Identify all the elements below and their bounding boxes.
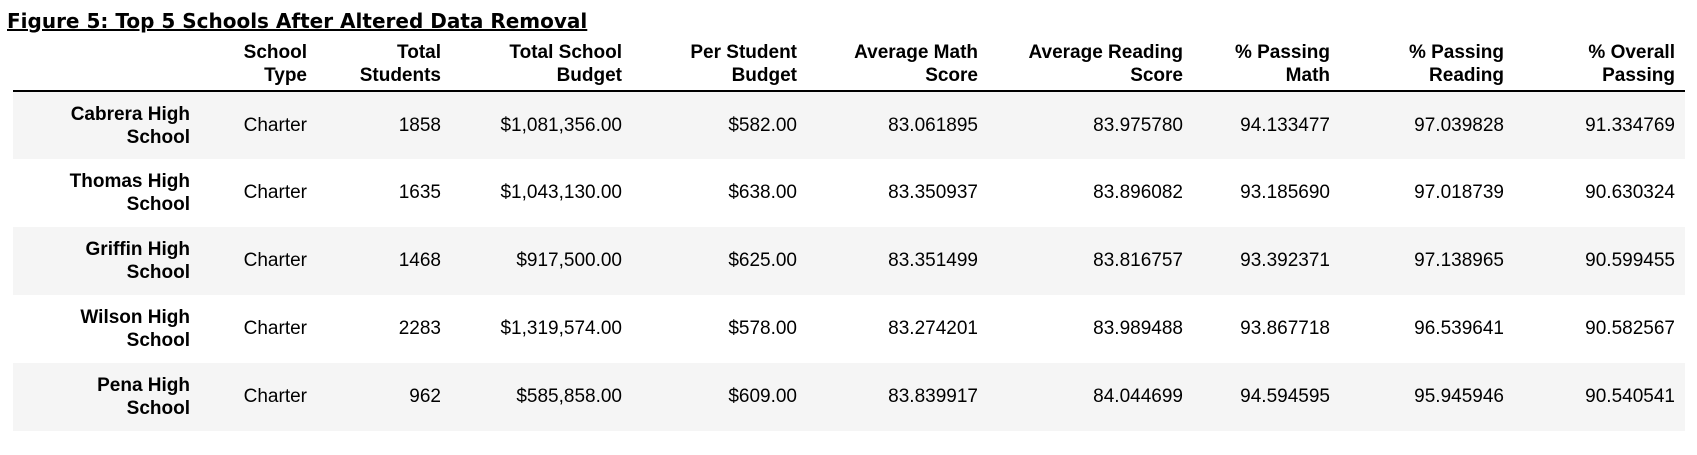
header-row: School Type Total Students Total School Budge… <box>13 40 1685 92</box>
column-header-line: Budget <box>556 65 622 86</box>
table-cell: 94.594595 <box>1240 386 1330 407</box>
column-header-line: % Passing <box>1234 42 1330 63</box>
table-cell: Charter <box>243 114 307 136</box>
column-header-line: Students <box>359 65 441 86</box>
column-header: % Passing Math <box>1193 40 1340 92</box>
table-cell: 97.018739 <box>1414 182 1504 203</box>
table-cell: $917,500.00 <box>516 250 622 271</box>
table-row: Pena High School Charter 962 $585,858.00 $609… <box>13 363 1685 431</box>
table-cell: 83.061895 <box>888 114 978 136</box>
column-header: Total Students <box>317 40 451 92</box>
row-label-line: Wilson High <box>80 307 190 328</box>
row-label-line: School <box>126 194 190 215</box>
table-header: School Type Total Students Total School Budge… <box>13 40 1685 92</box>
table-cell: $578.00 <box>728 318 797 339</box>
row-label: Thomas High School <box>13 159 200 227</box>
column-header-line: Math <box>1285 65 1330 86</box>
table-cell: 90.630324 <box>1585 182 1675 203</box>
table-cell: 90.540541 <box>1585 386 1675 407</box>
table-cell: 1468 <box>398 250 441 271</box>
table-cell: 83.839917 <box>888 386 978 407</box>
column-header: Total School Budget <box>451 40 632 92</box>
table-cell: Charter <box>243 318 307 339</box>
table-cell: 93.185690 <box>1240 182 1330 203</box>
table-cell: $638.00 <box>728 182 797 203</box>
table-cell: $1,081,356.00 <box>500 114 622 136</box>
table-row: Cabrera High School Charter 1858 $1,081,356.… <box>13 91 1685 159</box>
table-cell: 94.133477 <box>1240 114 1330 136</box>
table-row: Wilson High School Charter 2283 $1,319,574.0… <box>13 295 1685 363</box>
table-cell: $585,858.00 <box>516 386 622 407</box>
figure-title: Figure 5: Top 5 Schools After Altered Da… <box>7 9 588 33</box>
table-cell: 84.044699 <box>1093 386 1183 407</box>
table-cell: Charter <box>243 250 307 271</box>
table-cell: $1,319,574.00 <box>500 318 622 339</box>
table-body: Cabrera High School Charter 1858 $1,081,356.… <box>13 91 1685 431</box>
table-cell: 95.945946 <box>1414 386 1504 407</box>
column-header-line: School <box>243 42 307 63</box>
table-cell: 962 <box>409 386 441 407</box>
table-cell: $582.00 <box>728 114 797 136</box>
row-label-line: Thomas High <box>69 171 190 192</box>
table-cell: 93.392371 <box>1240 250 1330 271</box>
table-cell: 83.816757 <box>1093 250 1183 271</box>
row-label: Cabrera High School <box>13 91 200 159</box>
top-schools-table: School Type Total Students Total School Budge… <box>13 40 1685 431</box>
column-header: Average Math Score <box>807 40 988 92</box>
row-label-line: School <box>126 330 190 351</box>
column-header-line: Per Student <box>690 42 797 63</box>
row-label-line: Griffin High <box>85 239 190 260</box>
table-cell: 2283 <box>398 318 441 339</box>
table-cell: 1635 <box>398 182 441 203</box>
table-cell: 83.975780 <box>1093 114 1183 136</box>
column-header-line: Score <box>925 65 978 86</box>
index-header-cell <box>13 40 200 92</box>
table-cell: 97.138965 <box>1414 250 1504 271</box>
table-cell: 90.582567 <box>1585 318 1675 339</box>
column-header: Average Reading Score <box>988 40 1193 92</box>
table-cell: 1858 <box>398 114 441 136</box>
table-cell: 91.334769 <box>1585 114 1675 136</box>
table-cell: 96.539641 <box>1414 318 1504 339</box>
table-cell: $1,043,130.00 <box>500 182 622 203</box>
table-cell: 93.867718 <box>1240 318 1330 339</box>
column-header-line: Score <box>1130 65 1183 86</box>
table-cell: Charter <box>243 182 307 203</box>
column-header-line: Total <box>397 42 441 63</box>
table-cell: 83.351499 <box>888 250 978 271</box>
column-header-line: Reading <box>1429 65 1504 86</box>
column-header-line: Average Reading <box>1028 42 1183 63</box>
column-header-line: Type <box>264 65 307 86</box>
column-header-line: Passing <box>1602 65 1675 86</box>
row-label: Griffin High School <box>13 227 200 295</box>
column-header: % Overall Passing <box>1514 40 1685 92</box>
table-cell: 83.274201 <box>888 318 978 339</box>
row-label-line: School <box>126 398 190 419</box>
table-row: Thomas High School Charter 1635 $1,043,130.0… <box>13 159 1685 227</box>
column-header-line: % Overall <box>1588 42 1675 63</box>
table-cell: Charter <box>243 386 307 407</box>
column-header-line: Total School <box>509 42 622 63</box>
table-cell: $609.00 <box>728 386 797 407</box>
table-cell: 83.989488 <box>1093 318 1183 339</box>
column-header: School Type <box>200 40 317 92</box>
row-label-line: Cabrera High <box>70 103 190 125</box>
table-cell: $625.00 <box>728 250 797 271</box>
row-label: Pena High School <box>13 363 200 431</box>
column-header-line: Average Math <box>854 42 978 63</box>
row-label-line: School <box>126 262 190 283</box>
table-cell: 90.599455 <box>1585 250 1675 271</box>
column-header-line: Budget <box>731 65 797 86</box>
table-row: Griffin High School Charter 1468 $917,500.00… <box>13 227 1685 295</box>
row-label: Wilson High School <box>13 295 200 363</box>
row-label-line: School <box>126 126 190 148</box>
table-cell: 83.350937 <box>888 182 978 203</box>
table-cell: 97.039828 <box>1414 114 1504 136</box>
table-cell: 83.896082 <box>1093 182 1183 203</box>
column-header: Per Student Budget <box>632 40 807 92</box>
column-header-line: % Passing <box>1408 42 1504 63</box>
row-label-line: Pena High <box>97 375 190 396</box>
column-header: % Passing Reading <box>1340 40 1514 92</box>
